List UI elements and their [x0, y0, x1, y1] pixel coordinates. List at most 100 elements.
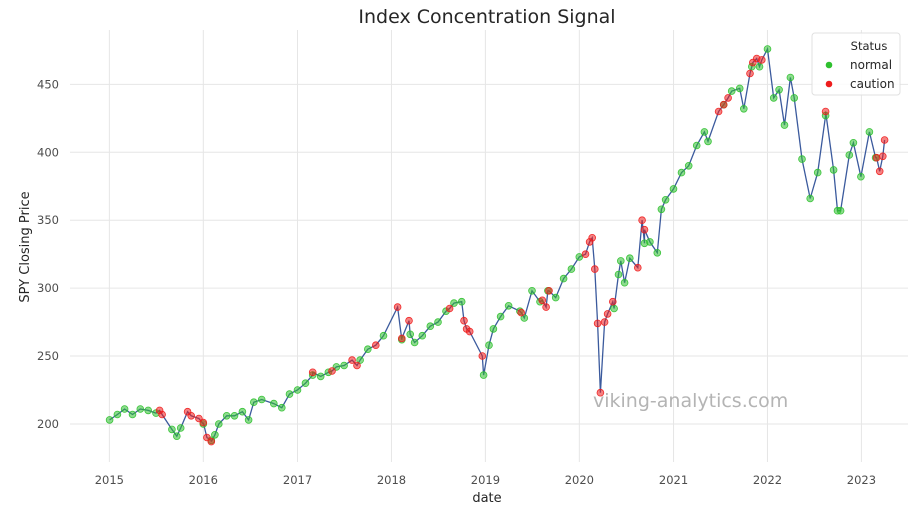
series-caution — [155, 54, 889, 446]
point-normal — [113, 410, 122, 419]
point-caution — [538, 296, 547, 305]
point-normal — [222, 411, 231, 420]
point-caution — [308, 368, 317, 377]
point-normal — [340, 361, 348, 370]
point-caution — [158, 410, 166, 419]
point-normal — [450, 299, 458, 307]
x-tick-label: 2020 — [565, 473, 594, 487]
gridlines — [70, 30, 908, 462]
point-normal — [755, 62, 764, 71]
point-normal — [426, 322, 435, 331]
point-caution — [588, 234, 596, 242]
point-caution — [371, 341, 380, 350]
legend-caution-marker — [825, 80, 833, 88]
point-normal — [700, 128, 709, 136]
point-caution — [638, 216, 646, 225]
point-caution — [746, 69, 754, 78]
y-tick-label: 450 — [37, 77, 59, 91]
point-caution — [348, 356, 356, 364]
point-normal — [418, 331, 427, 340]
point-normal — [813, 168, 822, 177]
x-tick-label: 2021 — [659, 473, 688, 487]
point-caution — [445, 304, 454, 313]
point-caution — [545, 286, 553, 295]
point-caution — [596, 388, 605, 397]
point-normal — [457, 297, 466, 306]
legend-title: Status — [851, 39, 888, 53]
x-tick-labels: 2015 2016 2017 2018 2019 2020 2021 2022 2023 — [95, 473, 876, 487]
point-normal — [692, 141, 701, 150]
point-caution — [714, 107, 723, 116]
data-points — [105, 45, 889, 446]
point-normal — [769, 94, 778, 102]
point-normal — [168, 425, 176, 434]
x-tick-label: 2019 — [471, 473, 500, 487]
point-normal — [567, 265, 576, 273]
point-caution — [878, 152, 887, 161]
point-normal — [285, 390, 294, 398]
point-normal — [136, 405, 145, 413]
point-normal — [653, 249, 662, 257]
point-caution — [590, 265, 599, 273]
y-axis-label: SPY Closing Price — [18, 191, 33, 302]
y-tick-label: 250 — [37, 349, 59, 363]
x-axis-label: date — [472, 491, 501, 506]
point-normal — [610, 304, 618, 313]
legend-box — [811, 32, 901, 96]
point-normal — [625, 254, 634, 263]
point-normal — [559, 274, 568, 283]
point-normal — [829, 166, 838, 174]
point-normal — [704, 137, 712, 146]
point-normal — [857, 172, 865, 181]
point-caution — [875, 167, 884, 176]
point-normal — [528, 286, 536, 295]
point-normal — [551, 293, 560, 302]
y-tick-label: 200 — [37, 417, 59, 431]
point-normal — [727, 87, 736, 95]
point-normal — [575, 253, 584, 261]
point-normal — [215, 420, 223, 428]
x-tick-label: 2017 — [283, 473, 312, 487]
price-line — [109, 46, 886, 442]
point-caution — [199, 418, 208, 427]
point-normal — [363, 345, 372, 354]
point-normal — [250, 398, 258, 407]
point-normal — [293, 386, 302, 394]
x-tick-label: 2023 — [847, 473, 876, 487]
point-normal — [661, 196, 670, 204]
point-normal — [677, 168, 686, 177]
point-caution — [478, 352, 487, 360]
point-normal — [616, 257, 625, 265]
point-caution — [600, 318, 609, 326]
point-normal — [620, 278, 629, 287]
point-normal — [434, 318, 442, 326]
series-normal — [105, 45, 880, 445]
point-normal — [211, 430, 219, 439]
point-normal — [238, 407, 247, 416]
point-normal — [257, 395, 266, 404]
point-caution — [821, 107, 830, 116]
point-normal — [614, 270, 623, 279]
point-caution — [872, 153, 881, 162]
point-normal — [301, 379, 310, 388]
point-caution — [542, 303, 550, 311]
legend: Status normal caution — [811, 32, 901, 96]
point-normal — [669, 185, 678, 193]
point-normal — [485, 341, 493, 350]
point-caution — [724, 94, 732, 102]
point-normal — [786, 73, 795, 82]
point-normal — [144, 406, 153, 415]
point-normal — [105, 416, 114, 424]
point-caution — [405, 316, 413, 325]
point-normal — [845, 151, 854, 159]
point-normal — [836, 206, 845, 215]
point-normal — [763, 45, 772, 53]
point-caution — [460, 316, 468, 325]
point-normal — [780, 121, 789, 129]
point-caution — [581, 250, 590, 259]
point-normal — [865, 128, 874, 136]
point-caution — [757, 56, 766, 64]
point-caution — [608, 297, 617, 306]
point-normal — [173, 432, 181, 441]
point-normal — [739, 105, 748, 113]
